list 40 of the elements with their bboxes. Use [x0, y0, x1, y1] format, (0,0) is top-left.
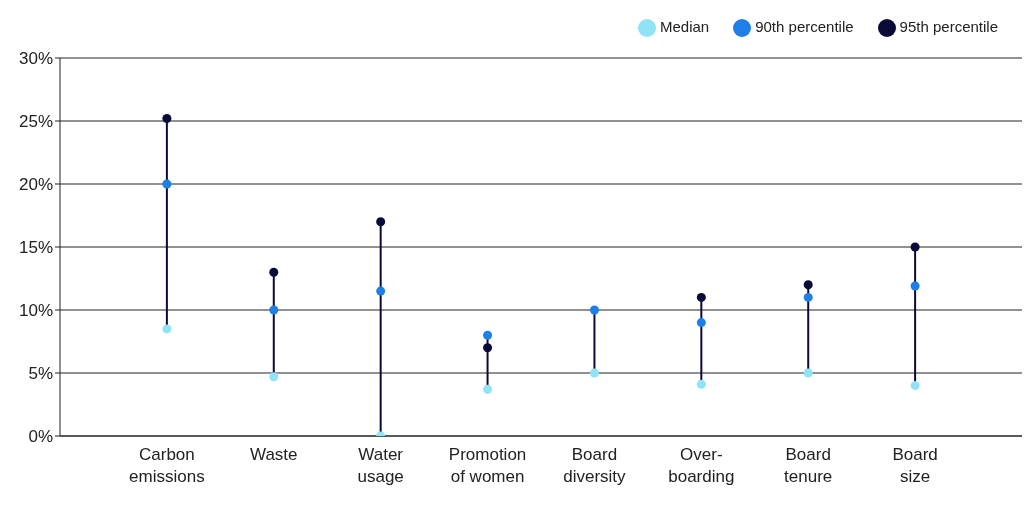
y-tick-label: 5% [28, 364, 53, 384]
y-tick-label: 30% [18, 49, 53, 69]
point [162, 324, 172, 334]
y-tick-label: 20% [18, 175, 53, 195]
x-tick-label: Board size [892, 445, 938, 486]
x-tick-label: Waste [250, 445, 298, 464]
x-tick-label: Board diversity [563, 445, 627, 486]
y-tick-label: 10% [18, 301, 53, 321]
point [803, 368, 813, 378]
point [483, 384, 493, 394]
x-tick-label: Water usage [357, 445, 404, 486]
y-tick-label: 25% [18, 112, 53, 132]
point [803, 292, 813, 302]
legend-label: 90th percentile [755, 18, 854, 35]
point [269, 305, 279, 315]
legend-label: 95th percentile [899, 18, 998, 35]
x-tick-label: Board tenure [784, 445, 833, 486]
point [483, 330, 493, 340]
point [696, 292, 706, 302]
point [910, 281, 920, 291]
point [483, 343, 493, 353]
point [696, 379, 706, 389]
point [910, 242, 920, 252]
point [162, 113, 172, 123]
x-tick-label: Carbon emissions [129, 445, 205, 486]
point [269, 267, 279, 277]
point [269, 372, 279, 382]
x-tick-label: Over-boarding [668, 445, 735, 486]
point [696, 318, 706, 328]
point [910, 381, 920, 391]
point [589, 305, 599, 315]
y-tick-label: 15% [18, 238, 53, 258]
x-tick-label: Promotion of women [448, 445, 527, 486]
point [376, 217, 386, 227]
y-tick-label: 0% [28, 427, 53, 447]
point [803, 280, 813, 290]
point [162, 179, 172, 189]
point [589, 368, 599, 378]
legend-label: Median [659, 18, 710, 35]
point [376, 286, 386, 296]
